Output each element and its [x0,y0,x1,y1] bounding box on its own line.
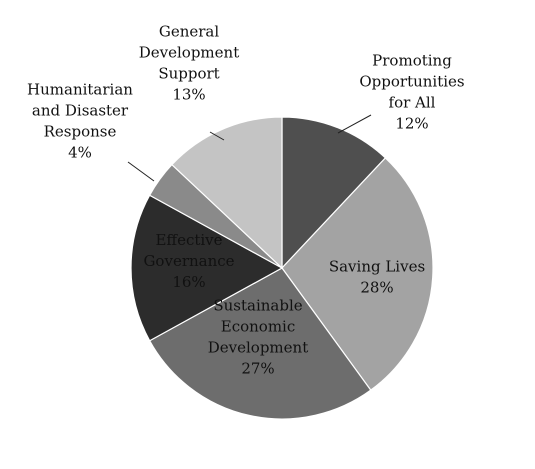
slice-name-line: Sustainable [213,297,302,315]
pie-slice-6 [171,116,283,270]
leader-lines [127,114,372,182]
slice-name-line: and Disaster [32,102,129,120]
slice-value-label: 16% [172,273,205,291]
slice-name-line: General [159,23,220,41]
slice-value-label: 13% [172,86,205,104]
slice-name-line: Response [44,123,117,141]
slice-label-3: Sustainable Economic Development 27% [208,297,308,378]
slice-label-6: General Development Support 13% [139,23,239,104]
leader-line-1 [337,114,372,134]
pie-slice-1 [281,116,387,270]
pie-slices [130,116,434,420]
slice-value-label: 12% [395,115,428,133]
slice-name-line: for All [389,94,436,112]
slice-value-label: 4% [68,144,92,162]
pie-slice-3 [148,267,372,420]
slice-name-line: Development [139,44,239,62]
slice-label-1: Promoting Opportunities for All 12% [359,52,464,133]
slice-value-label: 28% [360,279,393,297]
leader-line-5 [127,161,155,182]
slice-label-5: Humanitarian and Disaster Response 4% [27,81,133,162]
pie-slice-4 [130,194,284,342]
pie-slice-2 [281,157,434,392]
slice-name-line: Support [158,65,219,83]
slice-name-line: Opportunities [359,73,464,91]
slice-name-line: Effective [155,231,222,249]
slice-name-line: Humanitarian [27,81,133,99]
slice-name-line: Promoting [372,52,452,70]
slice-labels: Promoting Opportunities for All 12% Saving L… [27,23,465,378]
slice-label-4: Effective Governance 16% [143,231,234,291]
slice-label-2: Saving Lives 28% [329,258,425,297]
slice-value-label: 27% [241,360,274,378]
slice-name-line: Economic [221,318,296,336]
slice-name-line: Governance [143,252,234,270]
slice-name-line: Development [208,339,308,357]
leader-line-6 [209,131,225,141]
slice-name-line: Saving Lives [329,258,425,276]
